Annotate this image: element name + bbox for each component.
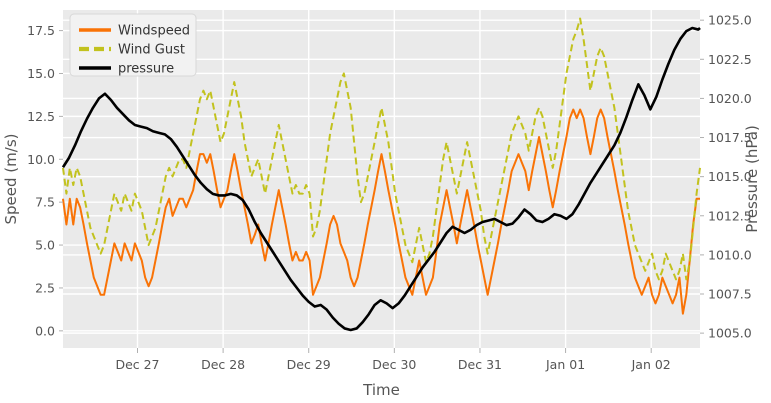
legend-label-wind-gust: Wind Gust: [118, 43, 185, 58]
ytick-label-left: 10.0: [27, 152, 55, 167]
xaxis-title: Time: [362, 381, 400, 399]
xtick-label: Dec 30: [372, 357, 416, 372]
ytick-label-right: 1007.5: [708, 287, 752, 302]
ytick-label-left: 12.5: [27, 109, 55, 124]
series-group: [61, 17, 701, 332]
xtick-label: Jan 01: [545, 357, 585, 372]
ytick-label-left: 15.0: [27, 66, 55, 81]
ytick-label-left: 7.5: [35, 195, 55, 210]
ytick-label-right: 1022.5: [708, 52, 752, 67]
xtick-label: Dec 31: [458, 357, 502, 372]
ytick-label-right: 1005.0: [708, 326, 752, 341]
legend: Windspeed Wind Gust pressure: [69, 13, 197, 77]
yaxis-title-left: Speed (m/s): [2, 134, 20, 225]
series-line-pressure: [61, 26, 701, 332]
ytick-label-right: 1010.0: [708, 247, 752, 262]
yaxis-title-right: Pressure (hPa): [743, 125, 761, 233]
xtick-label: Dec 28: [201, 357, 245, 372]
ytick-label-left: 0.0: [35, 323, 55, 338]
ytick-label-left: 5.0: [35, 238, 55, 253]
axes-group: 0.0 2.5 5.0 7.5 10.0 12.5 15.0 17.5 1005.0 1007.5…: [27, 13, 752, 372]
ytick-label-left: 2.5: [35, 280, 55, 295]
legend-label-windspeed: Windspeed: [118, 24, 190, 39]
ytick-label-left: 17.5: [27, 23, 55, 38]
ytick-label-right: 1025.0: [708, 13, 752, 28]
series-line-windspeed: [62, 108, 700, 315]
xtick-label: Jan 02: [631, 357, 671, 372]
ytick-label-right: 1017.5: [708, 130, 752, 145]
xtick-label: Dec 27: [115, 357, 159, 372]
ytick-label-right: 1020.0: [708, 91, 752, 106]
legend-label-pressure: pressure: [118, 62, 174, 77]
series-line-wind-gust: [62, 17, 701, 281]
ytick-label-right: 1015.0: [708, 169, 752, 184]
xtick-label: Dec 29: [287, 357, 331, 372]
ytick-label-right: 1012.5: [708, 208, 752, 223]
